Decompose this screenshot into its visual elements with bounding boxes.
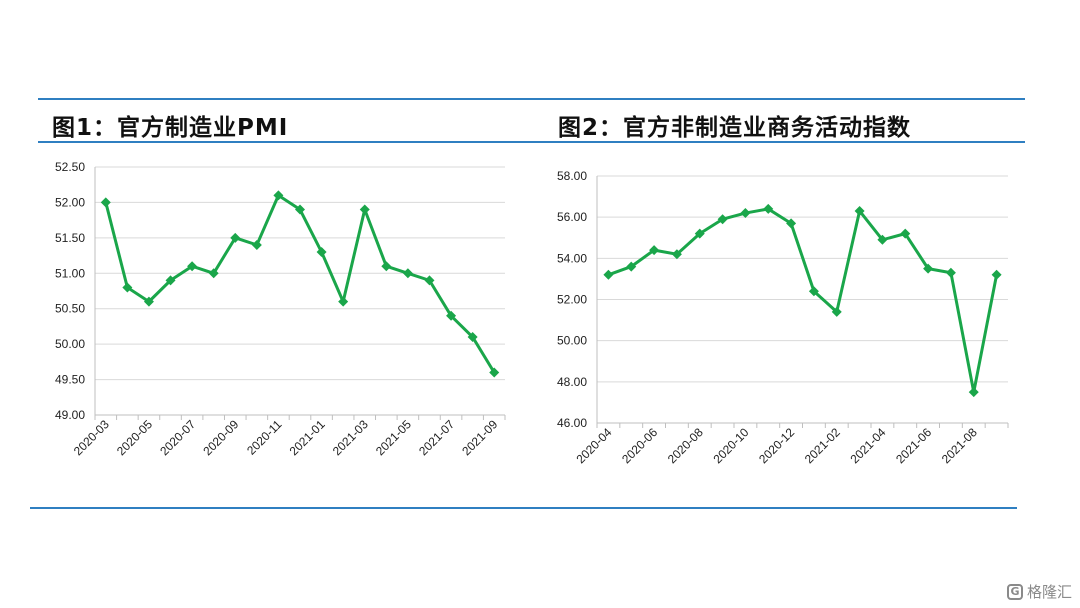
- chart2-title: 图2：官方非制造业商务活动指数: [558, 115, 912, 141]
- data-point: [923, 263, 934, 274]
- x-tick-label: 2021-04: [847, 425, 888, 466]
- data-point: [694, 228, 705, 239]
- data-point: [273, 190, 284, 201]
- data-point: [295, 204, 305, 215]
- data-point: [100, 197, 111, 208]
- y-tick-label: 51.50: [55, 231, 85, 245]
- x-tick-label: 2020-09: [200, 417, 241, 458]
- watermark: G 格隆汇: [1006, 581, 1072, 602]
- x-tick-label: 2021-01: [287, 417, 328, 458]
- x-tick-label: 2021-05: [373, 417, 414, 458]
- data-point: [165, 275, 176, 286]
- watermark-text: 格隆汇: [1026, 583, 1072, 601]
- data-point: [230, 232, 241, 243]
- x-tick-label: 2021-09: [459, 417, 500, 458]
- data-point: [671, 249, 682, 260]
- y-tick-label: 58.00: [557, 169, 587, 183]
- data-point: [831, 306, 842, 317]
- data-point: [187, 261, 198, 272]
- x-tick-label: 2021-08: [939, 425, 980, 466]
- data-point: [991, 269, 1002, 280]
- top-rule: [38, 98, 1025, 100]
- data-point: [808, 286, 819, 297]
- data-point: [649, 245, 660, 256]
- y-tick-label: 50.50: [55, 302, 85, 316]
- bottom-rule: [30, 507, 1017, 509]
- watermark-logo-icon: G: [1006, 583, 1023, 600]
- data-point: [316, 247, 327, 258]
- series-line: [104, 193, 496, 374]
- data-point: [143, 296, 154, 307]
- y-tick-label: 51.00: [55, 266, 85, 280]
- data-point: [122, 282, 133, 293]
- y-tick-label: 50.00: [55, 337, 85, 351]
- x-tick-label: 2020-04: [573, 425, 614, 466]
- data-point: [359, 204, 370, 215]
- chart2-plot: 46.00 48.00 50.00 52.00 54.00 56.00 58.00 2020-…: [557, 169, 1009, 466]
- data-point: [786, 218, 797, 229]
- y-tick-label: 56.00: [557, 210, 587, 224]
- y-tick-label: 48.00: [557, 375, 587, 389]
- data-point: [740, 208, 751, 219]
- x-tick-label: 2020-07: [157, 417, 198, 458]
- x-tick-label: 2020-06: [619, 425, 660, 466]
- data-point: [489, 367, 500, 378]
- data-point: [603, 269, 614, 280]
- x-tick-label: 2021-06: [893, 425, 934, 466]
- x-tick-label: 2020-12: [756, 425, 797, 466]
- data-point: [968, 387, 979, 398]
- data-point: [402, 268, 413, 279]
- x-tick-label: 2020-03: [71, 417, 112, 458]
- x-tick-label: 2020-11: [244, 417, 285, 458]
- data-point: [338, 296, 349, 307]
- data-point: [717, 214, 728, 225]
- data-point: [763, 203, 774, 214]
- data-point: [626, 261, 637, 272]
- data-point: [208, 268, 219, 279]
- data-point: [424, 275, 435, 286]
- data-point: [877, 234, 888, 245]
- y-tick-label: 54.00: [557, 251, 587, 265]
- data-point: [945, 267, 956, 278]
- y-tick-label: 49.00: [55, 408, 85, 422]
- y-tick-label: 49.50: [55, 373, 85, 387]
- title-underline: [38, 141, 1025, 143]
- y-tick-label: 52.50: [55, 160, 85, 174]
- y-tick-label: 50.00: [557, 334, 587, 348]
- x-tick-label: 2021-07: [416, 417, 457, 458]
- y-tick-label: 52.00: [55, 195, 85, 209]
- x-tick-label: 2021-03: [330, 417, 371, 458]
- data-point: [446, 310, 457, 321]
- x-tick-label: 2020-08: [665, 425, 706, 466]
- x-tick-label: 2021-02: [802, 425, 843, 466]
- chart1-plot: 49.00 49.50 50.00 50.50 51.00 51.50 52.00 52.50…: [55, 160, 506, 458]
- data-point: [854, 205, 865, 216]
- data-point: [251, 239, 262, 250]
- series-line: [607, 207, 999, 394]
- y-tick-label: 52.00: [557, 293, 587, 307]
- data-point: [467, 332, 478, 343]
- data-point: [900, 228, 911, 239]
- data-point: [381, 261, 392, 272]
- x-tick-label: 2020-05: [114, 417, 155, 458]
- y-tick-label: 46.00: [557, 416, 587, 430]
- chart1-title: 图1：官方制造业PMI: [52, 115, 289, 141]
- x-tick-label: 2020-10: [710, 425, 751, 466]
